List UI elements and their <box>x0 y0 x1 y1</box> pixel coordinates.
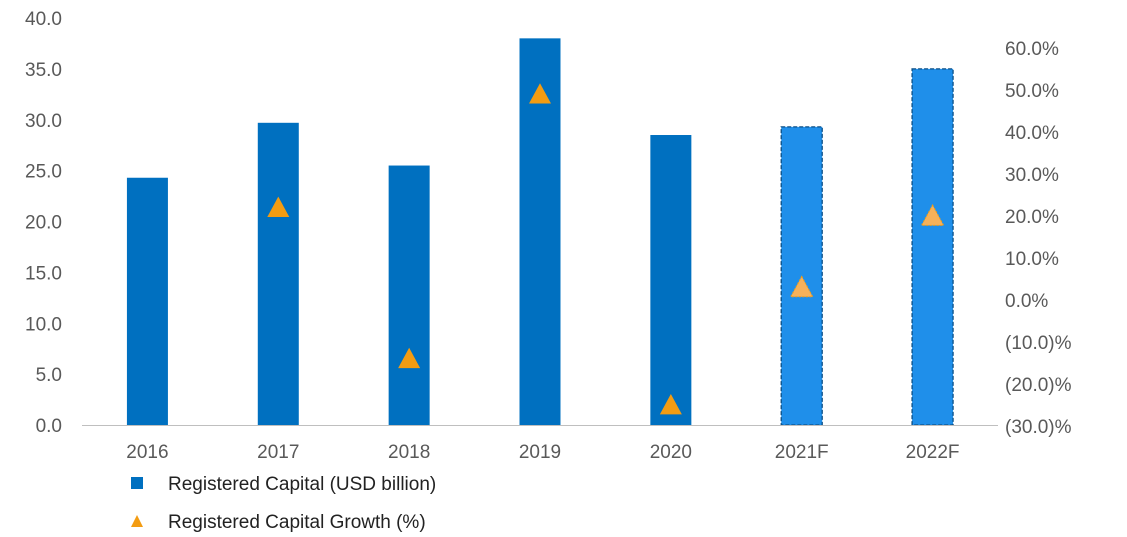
right-axis-tick-label: (10.0)% <box>1005 333 1072 354</box>
growth-marker <box>529 83 551 104</box>
x-axis-tick-label: 2020 <box>650 442 692 463</box>
growth-marker-forecast <box>920 203 945 226</box>
right-axis-tick-label: (30.0)% <box>1005 417 1072 438</box>
growth-marker <box>659 394 682 415</box>
x-axis-tick-label: 2019 <box>519 442 561 463</box>
x-axis-tick-label: 2016 <box>126 442 168 463</box>
left-axis-tick-label: 0.0 <box>36 416 62 437</box>
left-axis-tick-label: 25.0 <box>25 162 62 183</box>
bar-forecast <box>911 68 954 426</box>
right-axis-tick-label: 30.0% <box>1005 165 1059 186</box>
x-axis: 2016 2017 2018 2019 2020 2021F 2022F <box>82 425 998 463</box>
growth-marker <box>398 347 421 369</box>
right-axis-tick-label: 0.0% <box>1005 291 1048 312</box>
left-axis-tick-label: 15.0 <box>25 263 62 284</box>
growth-marker <box>267 196 290 217</box>
legend-label-bar: Registered Capital (USD billion) <box>168 474 436 495</box>
x-axis-tick-label: 2022F <box>906 442 960 463</box>
x-axis-tick-label: 2017 <box>257 442 299 463</box>
growth-marker-forecast <box>789 275 814 298</box>
left-axis-tick-label: 10.0 <box>25 314 62 335</box>
bar <box>257 122 299 426</box>
bar <box>388 165 430 425</box>
left-axis-tick-label: 40.0 <box>25 9 62 30</box>
right-axis-tick-label: 20.0% <box>1005 207 1059 228</box>
left-y-axis: 0.0 5.0 10.0 15.0 20.0 25.0 30.0 35.0 40.0 <box>25 9 62 437</box>
legend: Registered Capital (USD billion) Registe… <box>131 474 436 533</box>
legend-item-bar: Registered Capital (USD billion) <box>131 474 436 495</box>
right-y-axis: (30.0)% (20.0)% (10.0)% 0.0% 10.0% 20.0% 30.0%… <box>1005 39 1072 438</box>
left-axis-tick-label: 30.0 <box>25 111 62 132</box>
legend-item-growth: Registered Capital Growth (%) <box>131 512 426 533</box>
x-axis-tick-label: 2018 <box>388 442 430 463</box>
right-axis-tick-label: (20.0)% <box>1005 375 1072 396</box>
left-axis-tick-label: 20.0 <box>25 213 62 234</box>
legend-swatch-triangle <box>131 515 143 527</box>
right-axis-tick-label: 60.0% <box>1005 39 1059 60</box>
plot-area <box>126 38 954 426</box>
bar <box>126 177 168 425</box>
bar <box>650 135 692 425</box>
legend-swatch-bar <box>131 477 143 489</box>
left-axis-tick-label: 5.0 <box>36 365 62 386</box>
x-axis-tick-label: 2021F <box>775 442 829 463</box>
right-axis-tick-label: 10.0% <box>1005 249 1059 270</box>
left-axis-tick-label: 35.0 <box>25 60 62 81</box>
right-axis-tick-label: 40.0% <box>1005 123 1059 144</box>
legend-label-growth: Registered Capital Growth (%) <box>168 512 426 533</box>
right-axis-tick-label: 50.0% <box>1005 81 1059 102</box>
